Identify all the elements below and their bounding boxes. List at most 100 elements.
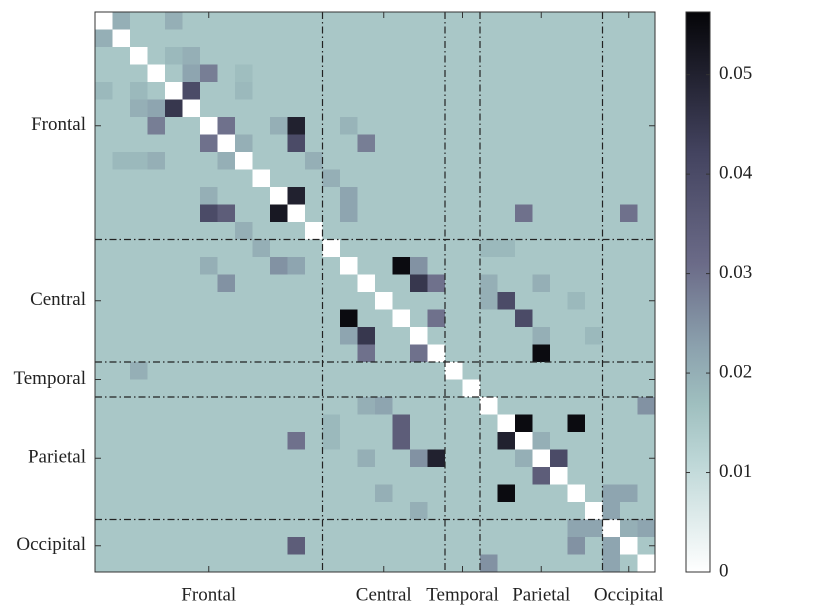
cell xyxy=(182,257,201,275)
cell xyxy=(410,204,428,223)
cell xyxy=(270,204,288,223)
cell xyxy=(585,484,603,503)
cell xyxy=(427,414,446,433)
cell xyxy=(637,537,656,555)
cell xyxy=(585,117,603,135)
cell xyxy=(410,362,428,380)
cell xyxy=(287,12,306,30)
cell xyxy=(270,414,288,433)
cell xyxy=(147,344,166,363)
cell xyxy=(112,29,131,48)
cell xyxy=(515,432,533,450)
cell xyxy=(95,414,113,433)
cell xyxy=(567,362,586,380)
cell xyxy=(270,257,288,275)
cell xyxy=(515,502,533,520)
cell xyxy=(95,187,113,205)
cell xyxy=(322,152,341,170)
cell xyxy=(252,519,271,538)
cell xyxy=(585,554,603,573)
cell xyxy=(585,432,603,450)
cell xyxy=(427,309,446,328)
cell xyxy=(357,519,376,538)
cell xyxy=(200,169,218,188)
cell xyxy=(480,29,498,48)
cell xyxy=(305,204,323,223)
cell xyxy=(147,414,166,433)
cell xyxy=(602,204,621,223)
cell xyxy=(182,187,201,205)
cell xyxy=(357,47,376,65)
cell xyxy=(357,274,376,293)
cell xyxy=(147,222,166,240)
cell xyxy=(585,12,603,30)
cell xyxy=(95,362,113,380)
cell xyxy=(427,519,446,538)
cell xyxy=(375,117,393,135)
cell xyxy=(322,187,341,205)
cell xyxy=(620,117,638,135)
cell xyxy=(287,204,306,223)
cell xyxy=(515,222,533,240)
cell xyxy=(550,309,568,328)
cell xyxy=(497,344,516,363)
cell xyxy=(182,432,201,450)
cell xyxy=(620,467,638,485)
cell xyxy=(585,169,603,188)
cell xyxy=(392,274,411,293)
cell xyxy=(357,117,376,135)
cell xyxy=(287,47,306,65)
cell xyxy=(200,64,218,83)
cell xyxy=(305,292,323,310)
cell xyxy=(497,29,516,48)
cell xyxy=(427,29,446,48)
cell xyxy=(357,537,376,555)
cell xyxy=(410,152,428,170)
cell xyxy=(392,257,411,275)
cell xyxy=(567,99,586,118)
cell xyxy=(567,484,586,503)
cell xyxy=(480,134,498,153)
cell xyxy=(462,152,481,170)
cell xyxy=(620,64,638,83)
cell xyxy=(130,82,148,100)
cell xyxy=(305,519,323,538)
cell xyxy=(497,309,516,328)
cell xyxy=(567,204,586,223)
cell xyxy=(322,537,341,555)
cell xyxy=(95,169,113,188)
cell xyxy=(130,519,148,538)
cell xyxy=(165,432,183,450)
cell xyxy=(340,169,358,188)
cell xyxy=(270,432,288,450)
cell xyxy=(427,554,446,573)
cell xyxy=(270,397,288,415)
cell xyxy=(410,414,428,433)
cell xyxy=(410,82,428,100)
cell xyxy=(410,484,428,503)
cell xyxy=(427,467,446,485)
cell xyxy=(217,554,236,573)
cell xyxy=(637,12,656,30)
cell xyxy=(620,362,638,380)
cell xyxy=(602,239,621,258)
cell xyxy=(322,449,341,468)
cell xyxy=(147,29,166,48)
cell xyxy=(217,432,236,450)
cell xyxy=(567,379,586,398)
cell xyxy=(147,274,166,293)
cell xyxy=(392,327,411,345)
cell xyxy=(532,554,551,573)
cell xyxy=(410,274,428,293)
cell xyxy=(480,187,498,205)
cell xyxy=(480,204,498,223)
cell xyxy=(602,187,621,205)
cell xyxy=(130,257,148,275)
cell xyxy=(392,152,411,170)
cell xyxy=(95,29,113,48)
cell xyxy=(532,414,551,433)
cell xyxy=(147,432,166,450)
cell xyxy=(445,187,463,205)
cell xyxy=(620,257,638,275)
cell xyxy=(287,82,306,100)
